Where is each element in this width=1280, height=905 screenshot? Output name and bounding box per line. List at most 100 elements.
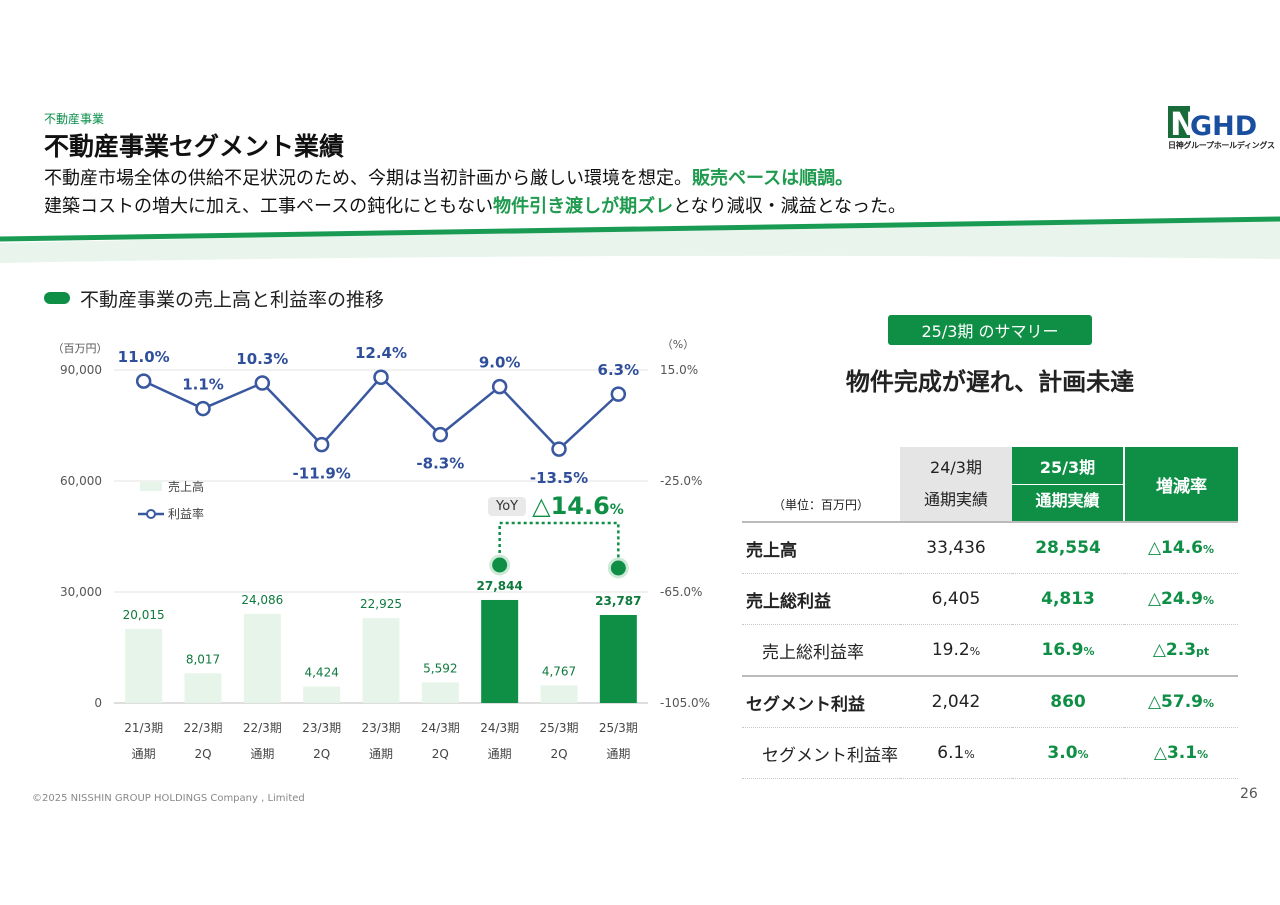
- summary-row-segment-margin: セグメント利益率 6.1% 3.0% △3.1%: [742, 727, 1238, 779]
- margin-point-label: -11.9%: [293, 465, 351, 483]
- lead-line-1-highlight: 販売ペースは順調。: [692, 168, 854, 189]
- company-logo: N GHD 日神グループホールディングス: [1168, 106, 1275, 154]
- row-prev: 6,405: [900, 573, 1012, 625]
- margin-point: [432, 426, 449, 443]
- legend-line-marker: [146, 509, 156, 519]
- legend-bar-label: 売上高: [168, 479, 204, 494]
- lead-line-1: 不動産市場全体の供給不足状況のため、今期は当初計画から厳しい環境を想定。販売ペー…: [44, 164, 853, 190]
- row-change-unit: %: [1203, 543, 1215, 556]
- category-label-kind: 2Q: [313, 747, 330, 761]
- row-change-unit: %: [1197, 748, 1209, 761]
- category-label-kind: 2Q: [194, 747, 211, 761]
- yoy-value-unit: %: [609, 502, 624, 518]
- row-prev-value: 19.2: [931, 640, 970, 660]
- col-prev-period: 24/3期: [930, 458, 982, 477]
- margin-point: [610, 386, 627, 402]
- category-label-kind: 通期: [132, 747, 156, 761]
- summary-row-segment-profit: セグメント利益 2,042 860 △57.9%: [742, 676, 1238, 728]
- margin-point: [491, 378, 508, 395]
- sales-bar: [125, 628, 163, 703]
- sales-bar-label: 5,592: [423, 661, 457, 675]
- sales-bar-label: 20,015: [123, 608, 165, 622]
- row-change-value: △14.6: [1147, 538, 1203, 558]
- legend-line-label: 利益率: [168, 506, 204, 521]
- row-label: セグメント利益率: [742, 727, 900, 779]
- category-label-kind: 通期: [250, 747, 274, 761]
- yoy-annotation: YoY △14.6%: [488, 492, 624, 520]
- yoy-value-number: △14.6: [532, 492, 610, 520]
- margin-point: [195, 400, 211, 417]
- chart-section-title: 不動産事業の売上高と利益率の推移: [80, 288, 385, 311]
- lead-line-2: 建築コストの増大に加え、工事ペースの鈍化にともない物件引き渡しが期ズレとなり減収…: [44, 192, 906, 218]
- col-cur-period: 25/3期: [1012, 452, 1123, 485]
- category-label-period: 23/3期: [302, 721, 341, 735]
- lead-line-2-text-c: となり減収・減益となった。: [673, 196, 907, 217]
- sales-margin-chart: 90,000 15.0% 60,000 -25.0% 30,000 -65.0% 0 -105…: [53, 338, 711, 761]
- row-cur: 4,813: [1012, 573, 1124, 625]
- category-label-period: 22/3期: [243, 721, 282, 735]
- row-prev: 19.2%: [900, 624, 1012, 677]
- category-label-period: 24/3期: [421, 721, 460, 735]
- sales-bar: [599, 614, 637, 703]
- sales-bar-label: 23,787: [595, 594, 641, 608]
- summary-header-row: （単位：百万円） 24/3期 通期実績 25/3期 通期実績 増減率: [742, 447, 1238, 523]
- sales-bar: [362, 618, 400, 703]
- summary-row-gross-profit: 売上総利益 6,405 4,813 △24.9%: [742, 573, 1238, 625]
- sales-bar: [184, 673, 222, 703]
- page-number: 26: [1240, 786, 1258, 802]
- margin-point-label: 10.3%: [236, 350, 288, 368]
- section-pill-icon: [44, 292, 70, 304]
- summary-table: （単位：百万円） 24/3期 通期実績 25/3期 通期実績 増減率 売上高 3…: [742, 447, 1238, 779]
- margin-point-label: -13.5%: [530, 469, 588, 487]
- right-axis-tick: -65.0%: [660, 585, 702, 599]
- category-label-kind: 2Q: [432, 747, 449, 761]
- row-change: △2.3pt: [1124, 624, 1238, 677]
- row-change-value: △24.9: [1147, 589, 1203, 609]
- sales-bar: [243, 613, 281, 703]
- row-cur: 3.0%: [1012, 727, 1124, 779]
- sales-bar: [481, 599, 519, 703]
- category-label-kind: 通期: [369, 747, 393, 761]
- nghd-logo-mark: N GHD: [1168, 106, 1257, 138]
- row-change-value: △2.3: [1152, 640, 1197, 660]
- margin-point-label: 1.1%: [182, 376, 224, 394]
- sales-bar-label: 8,017: [186, 652, 220, 666]
- category-label-kind: 通期: [606, 747, 630, 761]
- row-cur-unit: %: [1077, 748, 1089, 761]
- row-prev-value: 6.1: [937, 743, 965, 763]
- page-title: 不動産事業セグメント業績: [44, 132, 345, 161]
- left-axis-tick: 0: [94, 696, 102, 710]
- margin-point: [135, 373, 152, 389]
- yoy-marker-prev: [489, 554, 511, 576]
- sales-bar-label: 22,925: [360, 597, 402, 611]
- row-cur: 860: [1012, 676, 1124, 728]
- right-axis-unit: （%）: [662, 338, 694, 351]
- row-change: △24.9%: [1124, 573, 1238, 625]
- sales-bar: [540, 685, 578, 703]
- sales-bar-label: 4,767: [542, 664, 576, 678]
- margin-point-label: -8.3%: [416, 455, 464, 473]
- category-label-period: 23/3期: [362, 721, 401, 735]
- row-prev: 2,042: [900, 676, 1012, 728]
- right-axis-tick: -105.0%: [660, 696, 710, 710]
- margin-point: [313, 436, 330, 453]
- row-change-value: △57.9: [1147, 692, 1203, 712]
- lead-line-1-text: 不動産市場全体の供給不足状況のため、今期は当初計画から厳しい環境を想定。: [44, 168, 692, 189]
- logo-letter-n: N: [1170, 106, 1197, 138]
- yoy-marker-cur: [607, 557, 629, 579]
- summary-badge: 25/3期 のサマリー: [888, 315, 1092, 345]
- row-label: 売上総利益率: [742, 624, 900, 677]
- left-axis-unit: （百万円）: [53, 342, 108, 355]
- row-change-unit: pt: [1196, 645, 1210, 658]
- category-label: 不動産事業: [44, 112, 105, 126]
- row-label: 売上総利益: [742, 573, 900, 625]
- sales-bar: [303, 686, 341, 703]
- logo-subtitle: 日神グループホールディングス: [1168, 141, 1275, 150]
- col-prev-header: 24/3期 通期実績: [900, 447, 1012, 523]
- col-cur-header: 25/3期 通期実績: [1012, 447, 1124, 523]
- margin-point: [254, 375, 271, 391]
- summary-row-sales: 売上高 33,436 28,554 △14.6%: [742, 522, 1238, 574]
- row-prev-unit: %: [969, 645, 981, 658]
- row-cur: 16.9%: [1012, 624, 1124, 677]
- col-cur-kind: 通期実績: [1035, 490, 1100, 510]
